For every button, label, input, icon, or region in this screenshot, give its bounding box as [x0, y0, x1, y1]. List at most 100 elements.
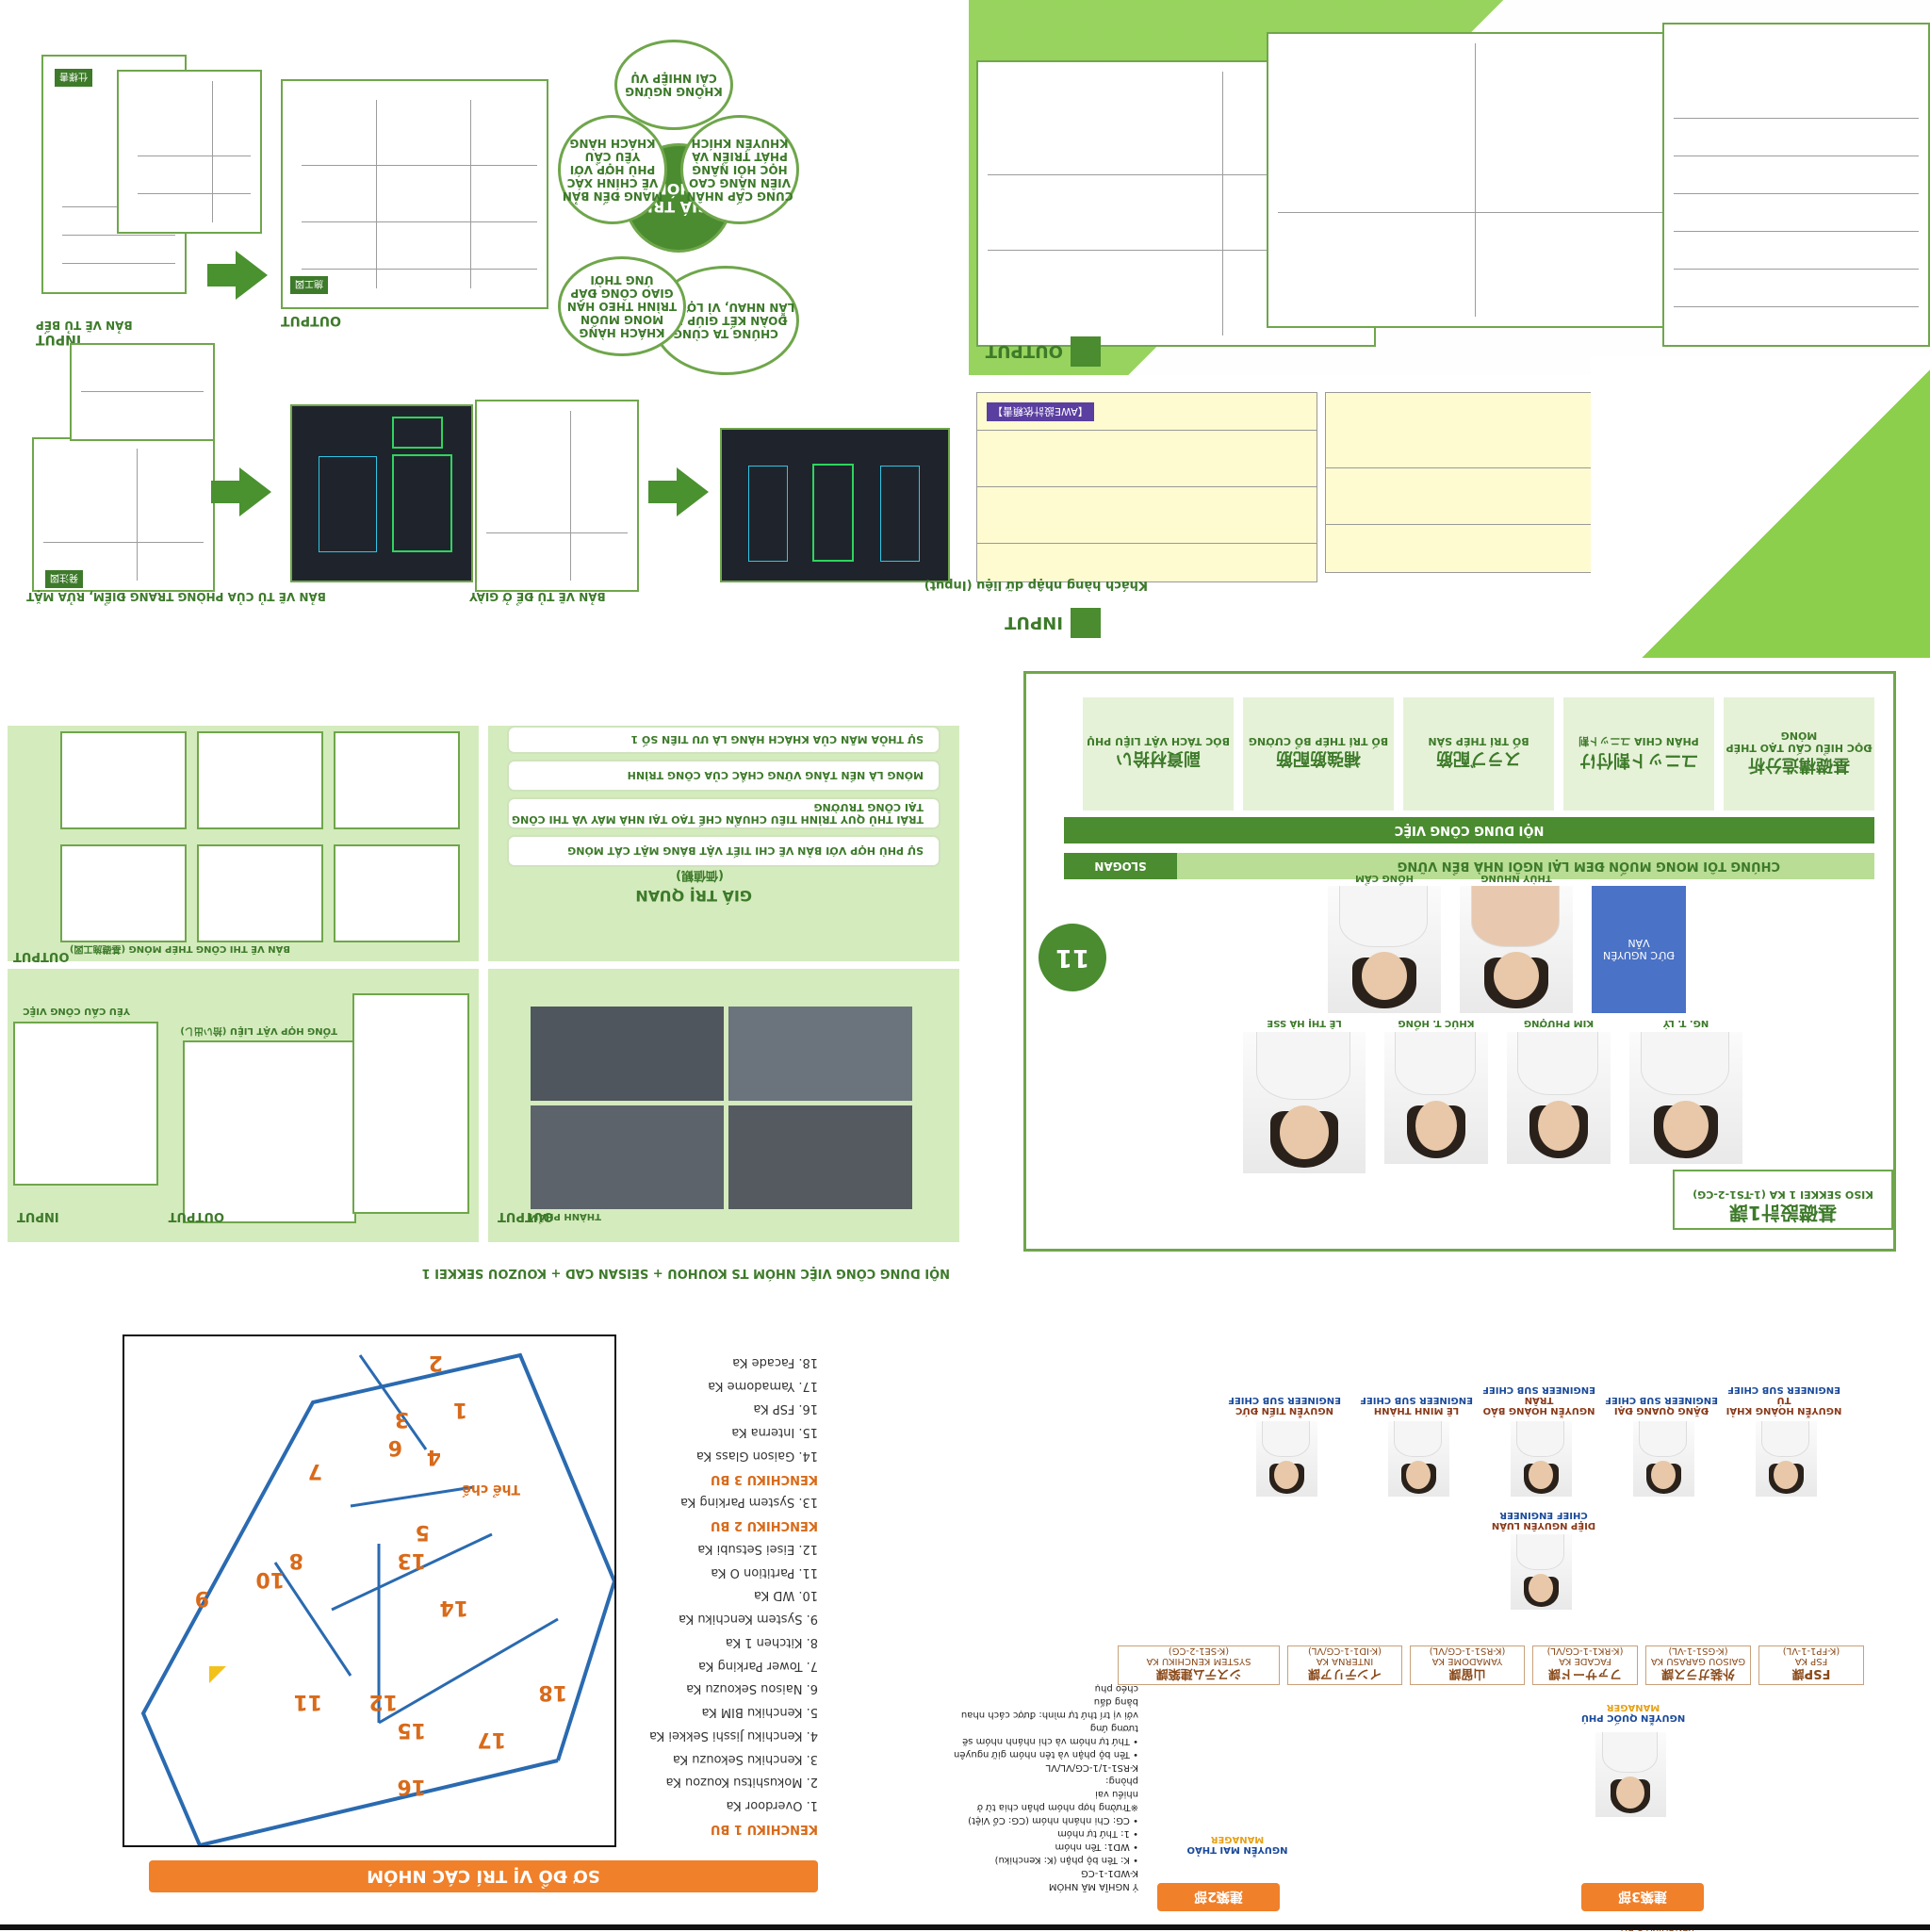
subchief-label: ĐẶNG QUANG ĐẠI ENGINEER SUB CHIEF	[1605, 1395, 1718, 1416]
washroom-input-doc	[32, 437, 215, 592]
map-number: 7	[307, 1459, 322, 1482]
map-number: 14	[439, 1596, 468, 1619]
map-number: 18	[538, 1680, 567, 1704]
washroom-input-doc-2	[70, 343, 215, 441]
manager-label: NGUYỄN QUỐC PHÚ MANAGER	[1580, 1702, 1686, 1723]
values-ring: GIÁ TRỊ NHÓM CHÚNG TA CÙNG ĐOÀN KẾT GIÚP…	[558, 40, 799, 375]
legend-item: 3. Kenchiku Sekouzu Ka	[672, 1751, 818, 1766]
person-photo	[1384, 1032, 1488, 1164]
person-photo	[1256, 1421, 1317, 1497]
input-materials-panel: INPUT OUTPUT TỔNG HỢP VẬT LIỆU (拾い出し) YÊ…	[8, 969, 479, 1242]
map-number: 6	[387, 1435, 402, 1459]
team-box: 外装ガラス課 GAISOU GARASU KA (K-GS1-1-VL)	[1645, 1645, 1751, 1685]
legend-item: 9. System Kenchiku Ka	[678, 1612, 818, 1627]
map-number: 15	[397, 1718, 426, 1742]
map-number: 12	[368, 1690, 398, 1713]
washroom-cad-output	[290, 404, 473, 582]
legend-item: 1. Overdoor Ka	[726, 1798, 818, 1813]
person-photo	[1511, 1421, 1572, 1497]
floor-map	[140, 1352, 614, 1845]
tr-output-title: OUTPUT	[978, 336, 1101, 367]
rebar-plan	[197, 731, 323, 829]
legend-head: KENCHIKU 2 BU	[710, 1518, 818, 1533]
tag-order: 発注図	[45, 570, 83, 588]
content-title: NỘI DUNG CÔNG VIỆC	[1064, 817, 1874, 843]
legend-item: 7. Tower Parking Ka	[698, 1658, 818, 1673]
map-exit-label: Thể chế	[462, 1482, 520, 1497]
bu2-button: 建築2部	[1157, 1883, 1280, 1911]
person-name: LÊ THỊ HÀ SSE	[1267, 1018, 1342, 1028]
person-photo	[1328, 886, 1441, 1013]
person-name: KHÚC T. HỒNG	[1398, 1018, 1475, 1028]
person-photo	[1507, 1032, 1611, 1164]
input-sheet	[13, 1022, 158, 1186]
kitchen-output-doc	[281, 79, 548, 309]
rebar-plan	[334, 731, 460, 829]
map-number: 2	[428, 1351, 443, 1374]
legend-head: KENCHIKU 1 BU	[710, 1822, 818, 1836]
person-placeholder: ĐỨC NGUYÊN VĂN	[1592, 886, 1686, 1013]
legend-item: 13. System Parking Ka	[679, 1495, 818, 1510]
legend-item: 2. Mokushitsu Kouzou Ka	[665, 1775, 818, 1790]
input-label: INPUT	[1005, 613, 1063, 633]
team-jp: 基礎設計1課	[1729, 1202, 1837, 1224]
values-title-jp: (価値観)	[676, 868, 724, 882]
map-number: 1	[452, 1398, 467, 1421]
mat-table	[352, 993, 469, 1214]
values-panel: GIÁ TRỊ QUAN (価値観) SỰ PHÙ HỢP VỚI BẢN VẼ…	[488, 726, 959, 961]
legend-item: 8. Kitchen 1 Ka	[725, 1635, 818, 1649]
person-name: HỒNG CẨM	[1355, 873, 1414, 883]
team-badge: 基礎設計1課 KISO SEKKEI 1 KA (1-TS1-2-CG)	[1673, 1170, 1893, 1230]
value-row: MÓNG LÀ NỀN TẢNG VỮNG CHẮC CỦA CÔNG TRÌN…	[507, 760, 940, 792]
rebar-output-panel: BẢN VẼ THI CÔNG THÉP MÓNG (基礎施工図) OUTPUT	[8, 726, 479, 963]
person-name: THÙY NHUNG	[1480, 873, 1552, 883]
legend-item: 5. Kenchiku BIM Ka	[701, 1705, 818, 1720]
subchief-label: NGUYỄN HOÀNG BẢO TRÂN ENGINEER SUB CHIEF	[1482, 1384, 1595, 1416]
shoe-caption: BẢN VẼ TỦ ĐỂ Ở GIÀY	[469, 590, 606, 603]
map-title: SƠ ĐỒ VỊ TRÍ CÁC NHÓM	[149, 1860, 818, 1892]
rebar-plan	[334, 844, 460, 942]
shoe-input-doc	[475, 400, 639, 592]
map-number: 3	[394, 1407, 409, 1431]
person-photo	[1511, 1534, 1572, 1610]
legend-item: 17. Yamadome Ka	[708, 1378, 818, 1393]
values-title: GIÁ TRỊ QUAN	[635, 887, 752, 905]
value-item: KHÁCH HÀNG MONG MUỐN TRÌNH THEO HẠN GIAO…	[558, 256, 686, 356]
value-row: SỰ THỎA MÃN CỦA KHÁCH HÀNG LÀ ƯU TIÊN SỐ…	[507, 726, 940, 754]
person-photo	[1629, 1032, 1742, 1164]
person-photo	[1243, 1032, 1366, 1173]
team-box: ファサード課 FACADE KA (K-RK1-1-CG/VL)	[1532, 1645, 1638, 1685]
arrow-icon	[236, 251, 268, 300]
value-row: SỰ PHÙ HỢP VỚI BẢN VẼ CHI TIẾT VẬT BÁNG …	[507, 835, 940, 867]
map-legend: KENCHIKU 1 BU 1. Overdoor Ka 2. Mokushit…	[630, 1355, 818, 1836]
job-box: ユニット割付け PHÂN CHIA ユニット割	[1563, 697, 1714, 810]
map-number: 17	[477, 1727, 506, 1751]
mat-caption: TỔNG HỢP VẬT LIỆU (拾い出し)	[180, 1025, 337, 1036]
rebar-plan	[60, 731, 187, 829]
person-photo	[1388, 1421, 1449, 1497]
job-box: 基礎構造分析 ĐỌC HIỂU CẤU TẠO THÉP MÓNG	[1724, 697, 1874, 810]
slogan-label: SLOGAN	[1064, 853, 1177, 879]
bu3-button: 建築3部	[1581, 1883, 1704, 1911]
job-row: 基礎構造分析 ĐỌC HIỂU CẤU TẠO THÉP MÓNG ユニット割付け…	[1064, 697, 1874, 810]
tag-spec: 仕様書	[55, 69, 92, 87]
job-box: 補強筋配筋 BỐ TRÍ THÉP BỔ CƯỜNG	[1243, 697, 1394, 810]
plan-output-doc	[1267, 32, 1685, 328]
team-box: FSP課 FSP KA (K-FP1-1-VL)	[1758, 1645, 1864, 1685]
rebar-plan	[197, 844, 323, 942]
map-number: 9	[194, 1586, 209, 1610]
code-notes: Ý NGHĨA MÃ NHÓM K-WD1-1-CG • K: Tên bộ phậ…	[953, 1683, 1138, 1891]
rebar-caption: BẢN VẼ THI CÔNG THÉP MÓNG (基礎施工図)	[69, 943, 290, 954]
person-photo	[1633, 1421, 1694, 1497]
tag-build: 施工図	[290, 276, 328, 294]
map-number: 11	[293, 1690, 322, 1713]
bottom-black-strip	[0, 1924, 1930, 1930]
manager-label: NGUYỄN MAI THẢO MANAGER	[1186, 1834, 1288, 1855]
shoe-cad-output	[720, 428, 950, 582]
legend-item: 16. FSP Ka	[753, 1401, 818, 1416]
value-item: MANG ĐẾN BẢN VẼ CHÍNH XÁC PHÙ HỢP VỚI YÊ…	[558, 115, 667, 224]
job-box: スラブ配筋 BỐ TRÍ THÉP SÀN	[1403, 697, 1554, 810]
person-photo	[1460, 886, 1573, 1013]
map-number: 4	[426, 1445, 441, 1468]
team-box: システム建築課 SYSTEM KENCHIKU KA (K-SE1-2-CG)	[1118, 1645, 1280, 1685]
